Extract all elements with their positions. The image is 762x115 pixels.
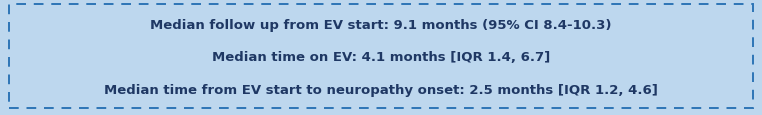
FancyBboxPatch shape: [9, 5, 753, 108]
Text: Median time from EV start to neuropathy onset: 2.5 months [IQR 1.2, 4.6]: Median time from EV start to neuropathy …: [104, 83, 658, 96]
Text: Median time on EV: 4.1 months [IQR 1.4, 6.7]: Median time on EV: 4.1 months [IQR 1.4, …: [212, 51, 550, 64]
Text: Median follow up from EV start: 9.1 months (95% CI 8.4-10.3): Median follow up from EV start: 9.1 mont…: [150, 19, 612, 32]
